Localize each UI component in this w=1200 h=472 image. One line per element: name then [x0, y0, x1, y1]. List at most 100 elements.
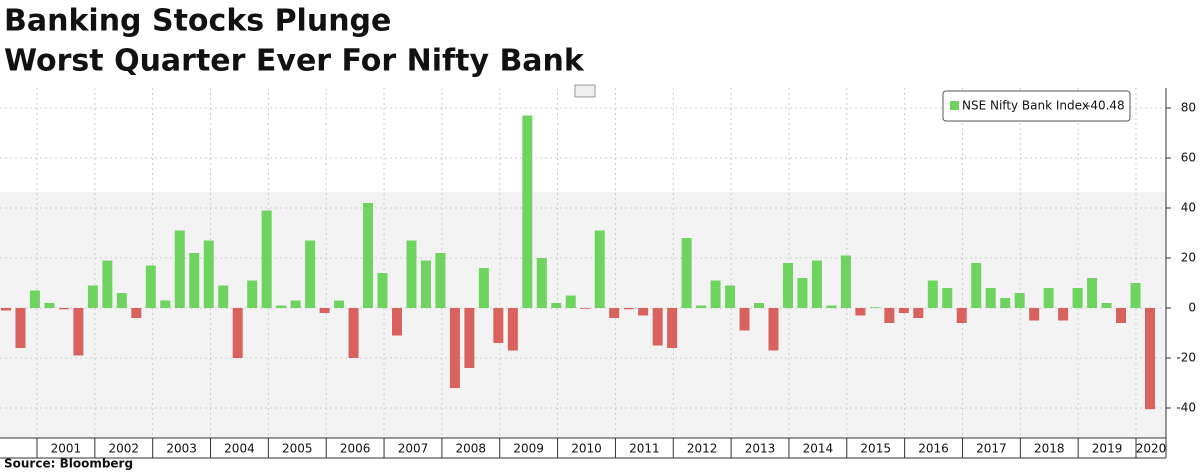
bar	[493, 308, 504, 343]
bar	[478, 268, 489, 308]
bar	[290, 300, 301, 308]
x-tick-label: 2017	[976, 442, 1007, 456]
bar	[1145, 308, 1155, 410]
x-tick-label: 2003	[166, 442, 197, 456]
bar	[116, 293, 127, 308]
bar	[1029, 308, 1040, 321]
bar	[725, 285, 736, 308]
plot-shade	[0, 192, 1166, 438]
bar	[536, 258, 547, 308]
bar	[710, 280, 721, 308]
x-tick-label: 2016	[918, 442, 949, 456]
bar	[87, 285, 98, 308]
bar	[44, 303, 55, 308]
toolbar-icon	[574, 84, 596, 98]
bar	[1087, 278, 1098, 308]
bar	[102, 260, 113, 308]
bar	[1116, 308, 1127, 323]
bar	[971, 263, 982, 308]
legend-label: NSE Nifty Bank Index	[962, 99, 1089, 113]
bar	[522, 115, 533, 308]
bar	[840, 255, 851, 308]
chart-title: Banking Stocks Plunge	[4, 4, 391, 39]
bar	[594, 230, 605, 308]
bar	[174, 230, 185, 308]
bar	[898, 308, 909, 313]
bar	[1130, 283, 1141, 308]
bar	[811, 260, 822, 308]
x-tick-label: 2015	[860, 442, 891, 456]
bar	[449, 308, 460, 388]
bar	[1072, 288, 1083, 308]
bar	[131, 308, 142, 318]
source: Source: Bloomberg	[4, 457, 133, 471]
y-tick-label: 20	[1181, 251, 1196, 265]
bar	[261, 210, 272, 308]
y-tick-label: 80	[1181, 101, 1196, 115]
bar	[391, 308, 402, 336]
bar	[855, 308, 866, 316]
bar	[160, 300, 171, 308]
bar	[551, 303, 562, 308]
bar	[247, 280, 258, 308]
bar	[29, 290, 40, 308]
x-tick-label: 2009	[513, 442, 544, 456]
y-tick-label: 60	[1181, 151, 1196, 165]
bar	[1058, 308, 1069, 321]
bar	[305, 240, 316, 308]
x-tick-label: 2007	[398, 442, 429, 456]
bar	[203, 240, 214, 308]
bar	[189, 253, 200, 308]
x-tick-label: 2012	[687, 442, 718, 456]
bar	[681, 238, 692, 308]
bar	[768, 308, 779, 351]
legend-swatch	[950, 101, 959, 110]
bar	[218, 285, 229, 308]
bar	[1043, 288, 1054, 308]
bar	[464, 308, 475, 368]
bar	[927, 280, 938, 308]
legend-box	[942, 90, 1131, 122]
bar	[942, 288, 953, 308]
bar	[1101, 303, 1112, 308]
bar	[739, 308, 750, 331]
bar	[580, 308, 591, 309]
bar	[884, 308, 895, 323]
bar	[334, 300, 345, 308]
bar	[348, 308, 359, 358]
x-tick-label: 2001	[51, 442, 82, 456]
y-tick-label: -40	[1176, 401, 1196, 415]
bar	[754, 303, 765, 308]
bar	[73, 308, 84, 356]
bar	[145, 265, 156, 308]
bar	[565, 295, 576, 308]
bar	[956, 308, 967, 323]
bar	[276, 305, 287, 308]
x-tick-label: 2011	[629, 442, 660, 456]
bar	[913, 308, 924, 318]
y-tick-label: -20	[1176, 351, 1196, 365]
bar	[232, 308, 243, 358]
bar	[507, 308, 518, 351]
bar	[15, 308, 26, 348]
bar	[1, 308, 11, 311]
bar	[652, 308, 663, 346]
x-tick-label: 2020	[1136, 442, 1167, 456]
x-tick-label: 2002	[108, 442, 139, 456]
x-tick-label: 2014	[803, 442, 834, 456]
x-tick-label: 2005	[282, 442, 313, 456]
bar	[797, 278, 808, 308]
bar	[406, 240, 417, 308]
y-tick-label: 40	[1181, 201, 1196, 215]
x-tick-label: 2006	[340, 442, 371, 456]
legend-value: -40.48	[1086, 99, 1125, 113]
bar	[667, 308, 678, 348]
bar	[420, 260, 431, 308]
x-tick-label: 2004	[224, 442, 255, 456]
bar	[1014, 293, 1025, 308]
bar	[638, 308, 649, 316]
x-tick-label: 2010	[571, 442, 602, 456]
bar	[363, 203, 374, 308]
bar	[58, 308, 69, 310]
